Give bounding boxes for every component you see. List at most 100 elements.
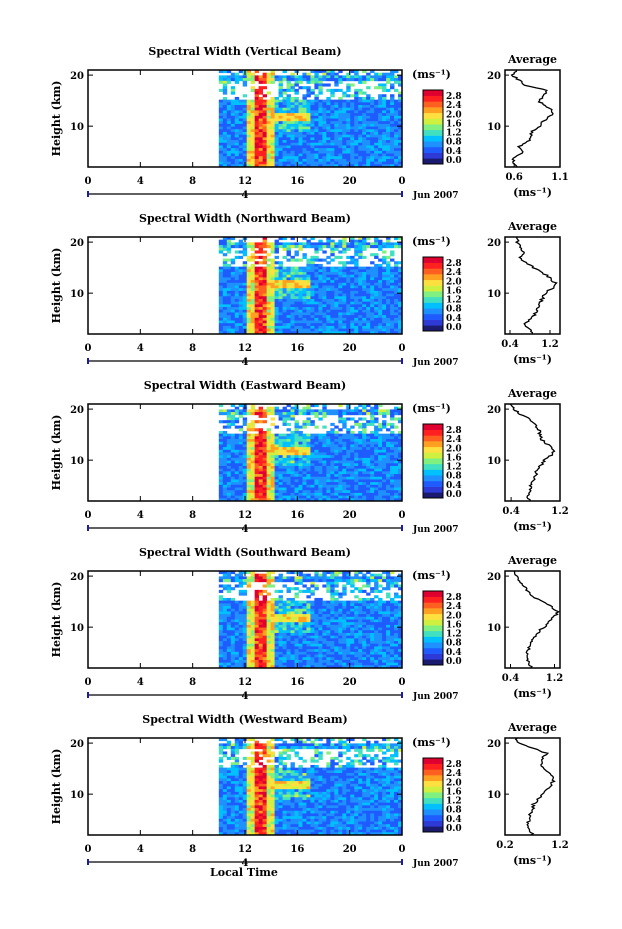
heatmap-cell: [306, 406, 311, 410]
heatmap-cell: [334, 468, 339, 472]
heatmap-cell: [254, 261, 260, 265]
heatmap-cell: [250, 428, 256, 432]
heatmap-cell: [306, 447, 311, 451]
heatmap-cell: [366, 468, 371, 472]
heatmap-cell: [330, 487, 335, 491]
heatmap-cell: [270, 131, 275, 136]
colorbar-swatch: [423, 291, 443, 298]
heatmap-cell: [226, 153, 232, 157]
heatmap-cell: [330, 449, 335, 453]
heatmap-cell: [254, 96, 260, 101]
heatmap-cell: [338, 245, 343, 249]
heatmap-cell: [346, 280, 351, 284]
heatmap-cell: [234, 309, 240, 313]
heatmap-cell: [218, 296, 224, 300]
heatmap-cell: [362, 255, 367, 259]
heatmap-cell: [350, 476, 355, 480]
heatmap-cell: [330, 126, 335, 130]
heatmap-cell: [218, 597, 224, 602]
heatmap-cell: [338, 137, 343, 141]
heatmap-cell: [262, 123, 268, 127]
colorbar-swatch: [423, 424, 443, 430]
heatmap-cell: [226, 277, 232, 281]
heatmap-cell: [306, 304, 311, 308]
heatmap-cell: [342, 460, 347, 464]
heatmap-cell: [230, 129, 236, 133]
heatmap-cell: [350, 148, 355, 152]
heatmap-cell: [350, 277, 355, 281]
heatmap-cell: [350, 495, 355, 499]
heatmap-cell: [314, 479, 319, 483]
heatmap-cell: [298, 129, 303, 133]
heatmap-cell: [326, 121, 331, 125]
heatmap-cell: [342, 140, 347, 144]
heatmap-cell: [326, 126, 331, 130]
heatmap-cell: [346, 498, 351, 502]
heatmap-cell: [302, 471, 307, 475]
heatmap-cell: [250, 471, 256, 475]
heatmap-cell: [318, 579, 323, 583]
heatmap-cell: [294, 78, 299, 82]
average-line: [509, 403, 556, 502]
heatmap-cell: [398, 579, 403, 583]
heatmap-cell: [218, 102, 224, 106]
heatmap-cell: [394, 484, 399, 488]
y-tick-label: 20: [70, 71, 84, 82]
heatmap-cell: [310, 409, 315, 413]
heatmap-cell: [290, 414, 295, 418]
heatmap-cell: [226, 99, 232, 103]
heatmap-cell: [258, 447, 264, 451]
heatmap-cell: [294, 258, 299, 262]
heatmap-cell: [330, 304, 335, 308]
heatmap-cell: [322, 110, 327, 114]
heatmap-cell: [334, 145, 339, 149]
heatmap-cell: [350, 245, 355, 249]
heatmap-cell: [266, 320, 271, 324]
heatmap-cell: [278, 237, 283, 241]
heatmap-cell: [266, 298, 271, 303]
heatmap-cell: [278, 272, 283, 276]
heatmap-cell: [222, 600, 228, 604]
heatmap-cell: [274, 150, 279, 154]
heatmap-cell: [302, 304, 307, 308]
colorbar-swatch: [423, 90, 443, 96]
heatmap-cell: [242, 293, 248, 297]
heatmap-cell: [306, 315, 311, 319]
heatmap-cell: [378, 441, 383, 445]
heatmap-cell: [382, 126, 387, 130]
heatmap-cell: [250, 134, 256, 138]
heatmap-cell: [278, 436, 283, 440]
heatmap-cell: [278, 105, 283, 109]
heatmap-cell: [346, 288, 351, 292]
heatmap-cell: [298, 282, 303, 286]
heatmap-cell: [330, 608, 335, 612]
heatmap-cell: [374, 158, 379, 163]
heatmap-cell: [338, 595, 343, 599]
heatmap-cell: [306, 328, 311, 332]
heatmap-cell: [270, 439, 275, 443]
heatmap-cell: [282, 447, 287, 451]
heatmap-cell: [310, 134, 315, 138]
heatmap-cell: [290, 484, 295, 488]
heatmap-cell: [282, 148, 287, 152]
heatmap-cell: [390, 460, 395, 464]
heatmap-cell: [338, 474, 343, 478]
heatmap-cell: [362, 584, 367, 588]
heatmap-cell: [330, 455, 335, 459]
heatmap-cell: [306, 463, 311, 467]
heatmap-cell: [346, 600, 351, 604]
heatmap-cell: [362, 131, 367, 136]
heatmap-cell: [394, 595, 399, 599]
heatmap-cell: [394, 142, 399, 146]
heatmap-cell: [254, 105, 260, 109]
heatmap-cell: [338, 325, 343, 330]
heatmap-cell: [318, 298, 323, 303]
heatmap-cell: [294, 115, 299, 119]
heatmap-cell: [222, 325, 228, 330]
heatmap-cell: [298, 603, 303, 607]
heatmap-cell: [386, 492, 391, 497]
heatmap-cell: [242, 603, 248, 607]
heatmap-cell: [298, 474, 303, 478]
heatmap-cell: [294, 250, 299, 254]
heatmap-cell: [222, 611, 228, 615]
